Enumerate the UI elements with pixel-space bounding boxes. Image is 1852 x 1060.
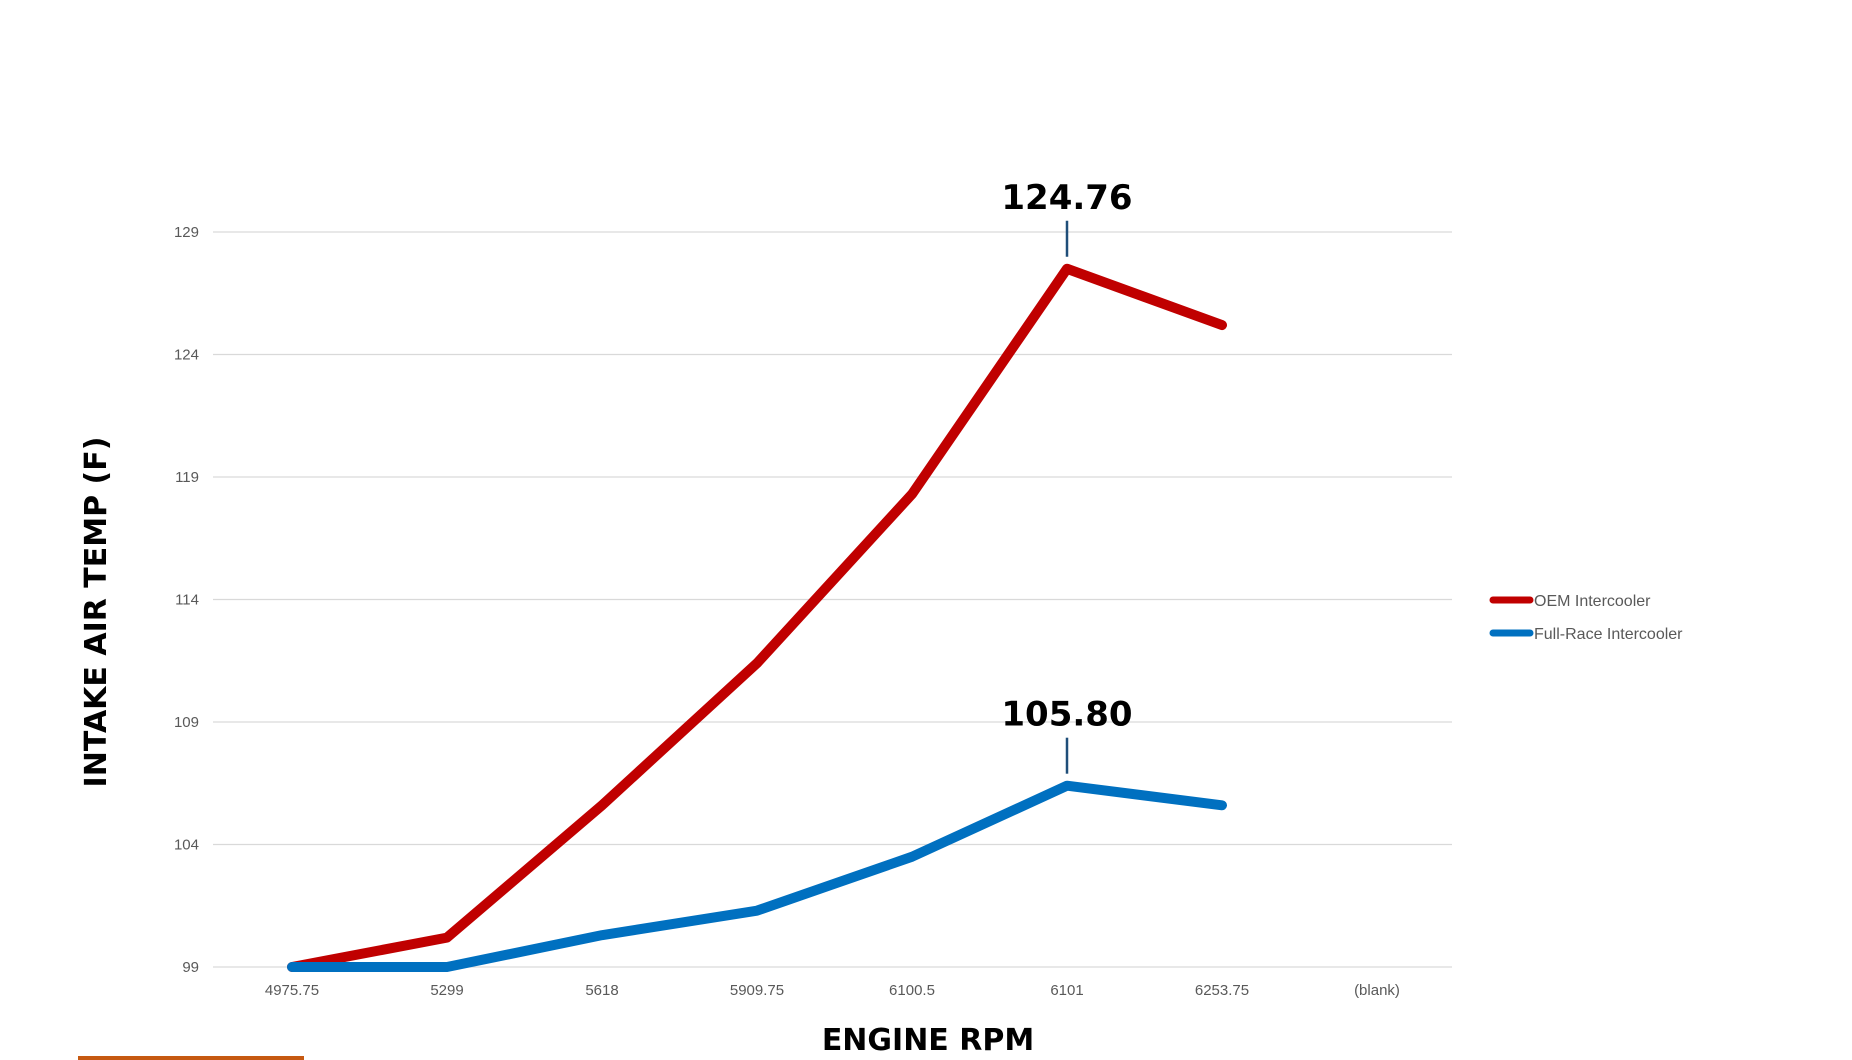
x-tick-label: 5909.75 (730, 982, 784, 999)
y-axis-ticks: 99 104 109 114 119 124 129 (174, 224, 199, 976)
x-tick-label: 5299 (430, 982, 463, 999)
peak-value-label: 105.80 (1001, 695, 1132, 735)
gridlines (213, 231, 1452, 968)
x-tick-label: 6253.75 (1195, 982, 1249, 999)
y-tick-label: 104 (174, 837, 199, 854)
legend-label: OEM Intercooler (1534, 593, 1651, 610)
y-tick-label: 124 (174, 347, 199, 364)
y-axis-title: INTAKE AIR TEMP (F) (79, 437, 114, 788)
y-tick-label: 114 (175, 592, 199, 609)
series-line-0 (287, 263, 1227, 972)
x-tick-label: 6100.5 (889, 982, 935, 999)
legend-label: Full-Race Intercooler (1534, 626, 1683, 643)
legend: OEM Intercooler Full-Race Intercooler (1489, 593, 1683, 643)
peak-value-label: 124.76 (1001, 178, 1132, 218)
x-tick-label: (blank) (1354, 982, 1400, 999)
y-tick-label: 119 (175, 469, 199, 486)
x-axis-title: ENGINE RPM (822, 1023, 1034, 1058)
y-tick-label: 109 (174, 714, 199, 731)
y-tick-label: 129 (174, 224, 199, 241)
y-tick-label: 99 (182, 959, 199, 976)
x-tick-label: 6101 (1050, 982, 1083, 999)
x-tick-label: 5618 (585, 982, 618, 999)
peak-annotations: 124.76 105.80 (1001, 178, 1133, 774)
accent-bar (78, 1056, 304, 1060)
series-line-1 (287, 780, 1227, 972)
x-axis-ticks: 4975.75 5299 5618 5909.75 6100.5 6101 6253.75 (… (265, 982, 1400, 999)
x-tick-label: 4975.75 (265, 982, 319, 999)
series-lines (287, 263, 1227, 972)
